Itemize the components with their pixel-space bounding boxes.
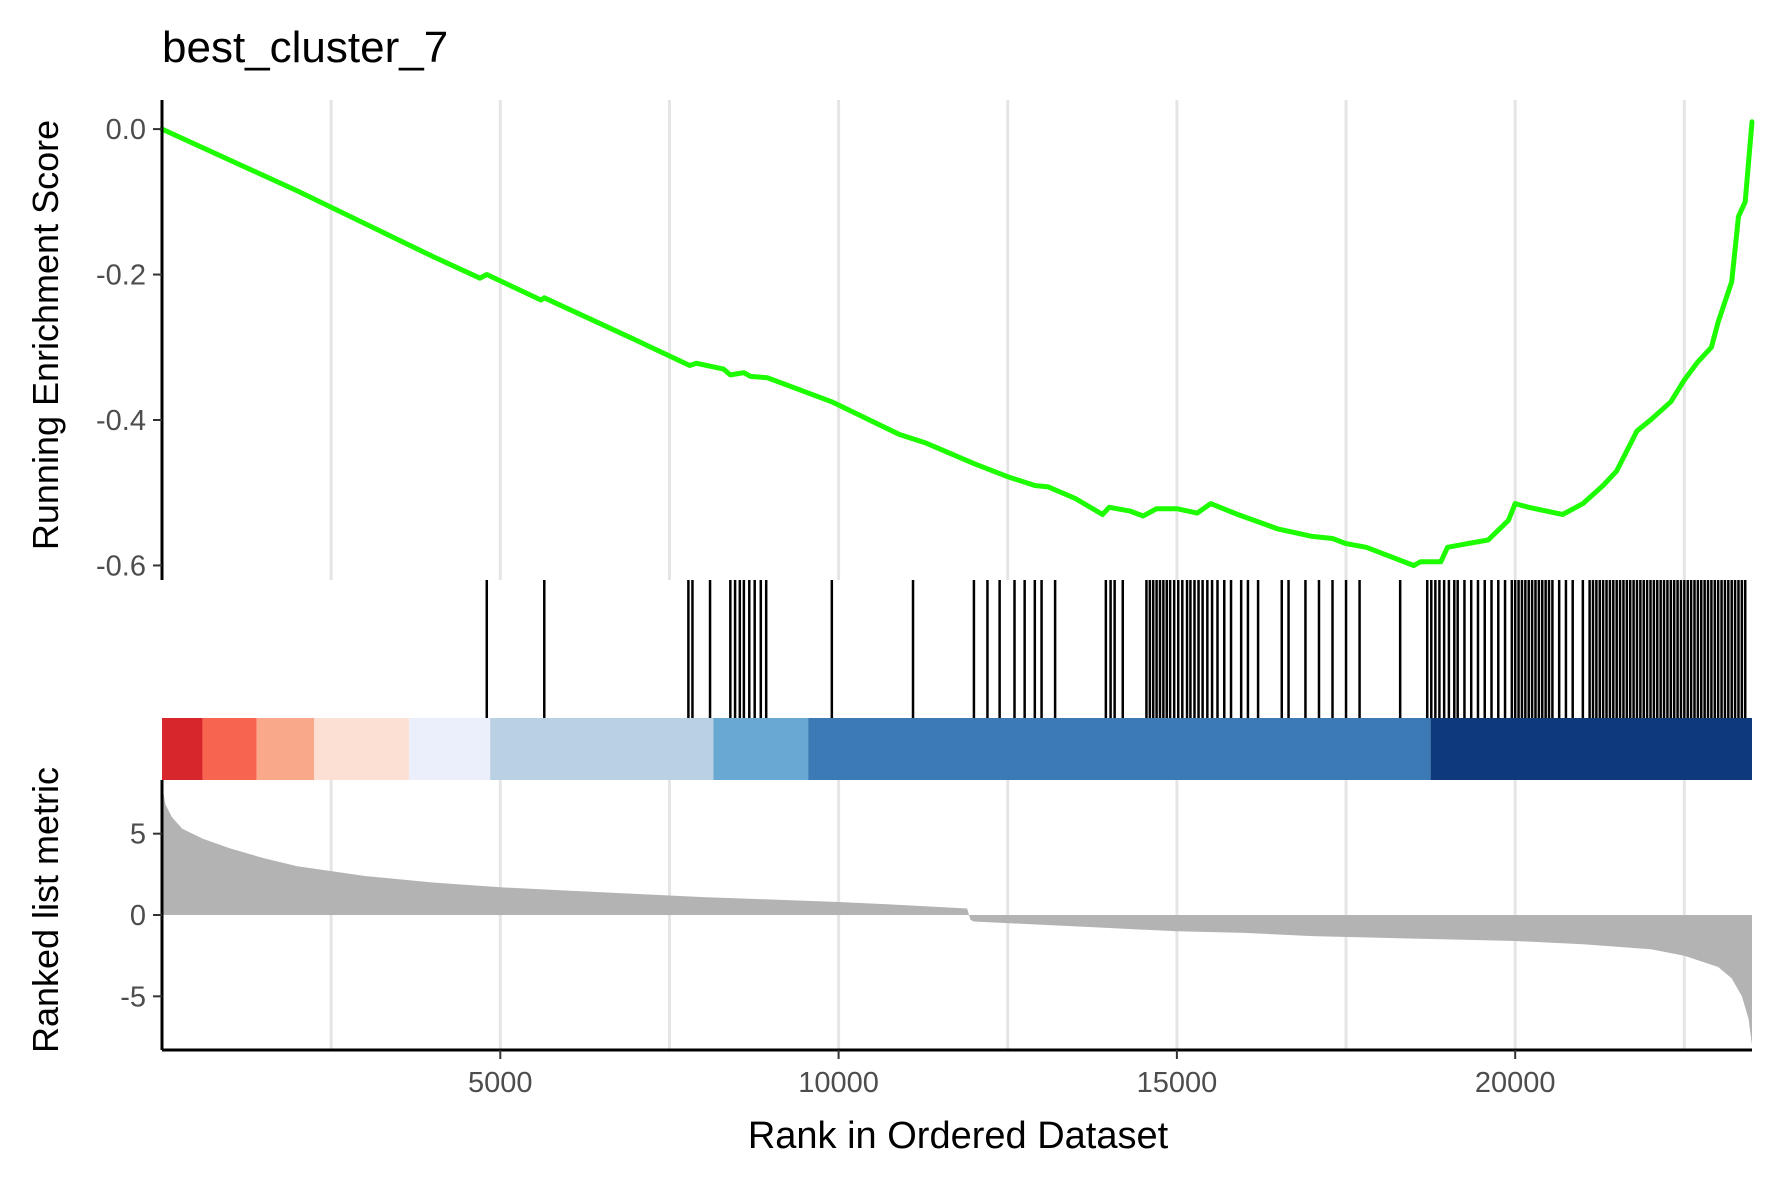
x-tick-label: 20000 [1475,1067,1556,1099]
heat-band [314,718,409,780]
heat-band [202,718,257,780]
metric-tick-label: 5 [130,819,146,851]
heat-band [408,718,491,780]
x-tick-label: 15000 [1137,1067,1218,1099]
x-axis-label: Rank in Ordered Dataset [748,1115,1169,1157]
x-tick-label: 10000 [798,1067,879,1099]
es-tick-label: 0.0 [106,114,146,146]
x-ticks: 5000 10000 15000 20000 [468,1050,1556,1099]
heat-band [808,718,1431,780]
es-tick-label: -0.6 [96,550,146,582]
ranked-metric-area [162,784,1752,1046]
es-tick-label: -0.4 [96,405,146,437]
x-tick-label: 5000 [468,1067,533,1099]
es-panel-gridlines [329,100,1686,580]
es-y-ticks: 0.0 -0.2 -0.4 -0.6 [96,114,162,582]
metric-tick-label: 0 [130,900,146,932]
heat-band [256,718,315,780]
metric-y-axis-label: Ranked list metric [25,767,66,1053]
running-es-line-group [159,119,1755,568]
metric-y-ticks: 5 0 -5 [120,819,162,1013]
es-tick-label: -0.2 [96,260,146,292]
rank-heat-strip [162,718,1752,780]
es-y-axis-label: Running Enrichment Score [25,120,66,550]
gene-hit-marks [485,580,1747,718]
heat-band [490,718,714,780]
heat-band [1430,718,1752,780]
heat-band [162,718,203,780]
metric-tick-label: -5 [120,981,146,1013]
chart-title: best_cluster_7 [162,23,448,72]
running-es-line [159,119,1755,568]
heat-band [713,718,809,780]
